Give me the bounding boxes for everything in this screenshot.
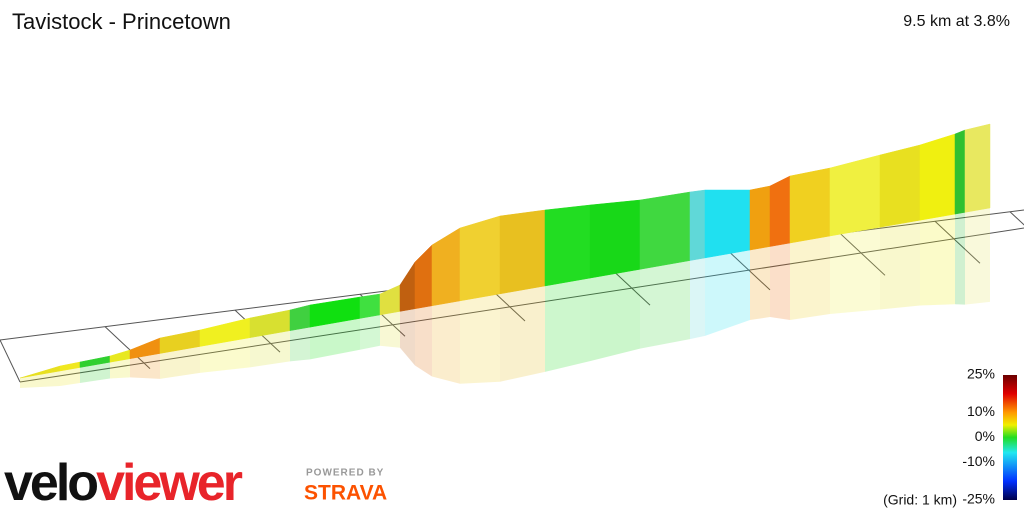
- reflection-strip: [920, 214, 955, 306]
- profile-strip: [359, 293, 381, 319]
- reflection-strip: [770, 243, 790, 321]
- title: Tavistock - Princetown: [12, 9, 231, 34]
- profile-strip: [704, 189, 751, 259]
- legend-tick-label: -25%: [962, 491, 995, 507]
- reflection-strip: [160, 346, 200, 379]
- reflection-strip: [60, 367, 80, 386]
- reflection-strip: [705, 250, 750, 336]
- reflection-strip: [400, 308, 415, 366]
- profile-strip: [829, 154, 881, 237]
- grid-edge: [19, 227, 1024, 383]
- reflection-strip: [790, 236, 830, 321]
- reflection-strip: [955, 212, 965, 305]
- reflection-strip: [80, 362, 110, 383]
- logo-viewer: viewer: [96, 454, 243, 512]
- profile-strip: [379, 284, 401, 316]
- profile-strip: [431, 227, 461, 307]
- logo: veloviewer: [4, 454, 243, 512]
- reflection-strip: [20, 370, 60, 388]
- grid-line: [724, 247, 771, 291]
- gradient-colorbar: [1003, 375, 1017, 500]
- profile-reflection: [20, 207, 990, 388]
- reflection-strip: [380, 311, 400, 348]
- reflection-strip: [310, 318, 360, 360]
- reflection-strip: [460, 293, 500, 384]
- reflection-strip: [965, 207, 990, 305]
- legend-tick-label: -10%: [962, 453, 995, 469]
- reflection-strip: [415, 305, 432, 377]
- reflection-strip: [590, 269, 640, 362]
- reflection-strip: [290, 327, 310, 362]
- grid-line: [934, 220, 981, 264]
- gradient-legend: 25% 10% 0% -10% -25%: [962, 366, 995, 507]
- grid-line: [104, 326, 151, 370]
- summary: 9.5 km at 3.8%: [903, 13, 1010, 30]
- profile-strip: [499, 209, 546, 295]
- reflection-strip: [750, 246, 770, 321]
- reflection-strip: [432, 300, 460, 384]
- profile-strip: [769, 175, 791, 247]
- legend-tick-label: 0%: [975, 428, 995, 444]
- legend-tick-label: 25%: [967, 366, 995, 382]
- reflection-strip: [500, 285, 545, 382]
- grid-line: [1009, 211, 1024, 226]
- reflection-strip: [130, 353, 160, 379]
- profile-strip: [919, 133, 956, 221]
- profile-strip: [879, 144, 921, 228]
- profile-strip: [414, 244, 433, 310]
- profile-strip: [789, 167, 831, 244]
- reflection-strip: [640, 260, 690, 349]
- profile-strip: [964, 123, 991, 213]
- profile-strip: [954, 129, 966, 215]
- reflection-strip: [250, 330, 290, 368]
- profile-strip: [749, 185, 771, 251]
- elevation-profile: [19, 123, 991, 379]
- reflection-strip: [830, 227, 880, 315]
- profile-strip: [544, 204, 591, 287]
- reflection-strip: [880, 220, 920, 310]
- profile-strip: [289, 304, 311, 331]
- profile-strip: [689, 189, 706, 261]
- profile-strip: [459, 215, 501, 302]
- reflection-strip: [360, 314, 380, 350]
- strava-logo: STRAVA: [304, 482, 387, 505]
- profile-strip: [399, 261, 416, 312]
- profile-strip: [639, 191, 691, 270]
- powered-by: POWERED BY: [306, 468, 384, 479]
- reflection-strip: [200, 337, 250, 373]
- legend-tick-label: 10%: [967, 403, 995, 419]
- grid-edge: [0, 339, 21, 383]
- profile-strip: [589, 199, 641, 279]
- logo-velo: velo: [4, 454, 97, 512]
- reflection-strip: [690, 257, 705, 340]
- grid-line: [839, 232, 886, 276]
- reflection-strip: [110, 358, 130, 379]
- grid-note: (Grid: 1 km): [883, 492, 957, 508]
- reflection-strip: [545, 278, 590, 372]
